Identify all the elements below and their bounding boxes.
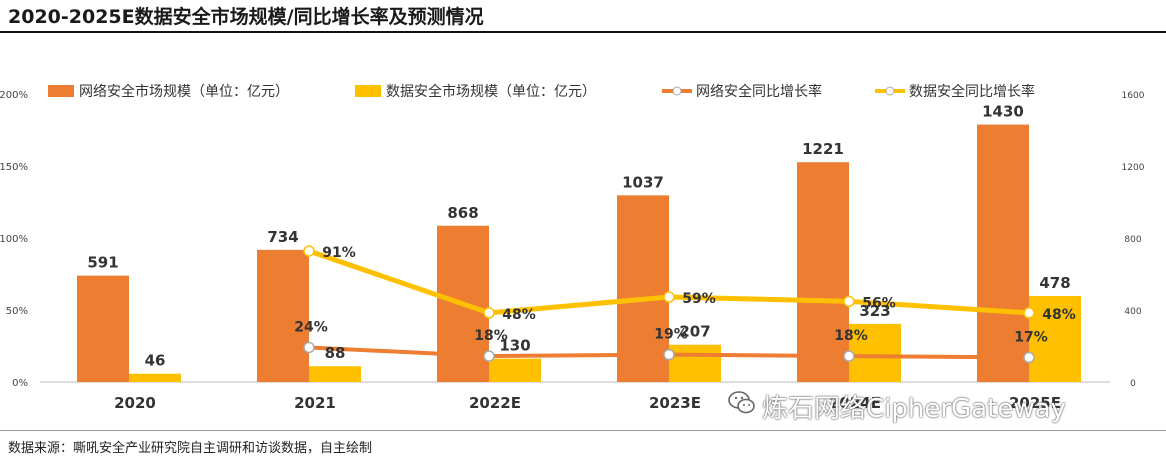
line-point — [1023, 351, 1035, 364]
line-point — [1023, 307, 1035, 319]
bar — [129, 373, 181, 382]
legend-label: 数据安全市场规模（单位：亿元） — [386, 83, 596, 100]
line-point — [483, 350, 495, 362]
bar-value-label: 46 — [145, 352, 166, 370]
line-value-label: 18% — [474, 328, 508, 344]
bar — [1029, 295, 1081, 382]
chart-title: 2020-2025E数据安全市场规模/同比增长率及预测情况 — [8, 6, 484, 28]
line-value-label: 19% — [654, 327, 688, 343]
line-value-label: 17% — [1014, 330, 1048, 346]
left-tick-label: 50% — [6, 306, 28, 317]
chart-canvas: 网络安全市场规模（单位：亿元） 数据安全市场规模（单位：亿元） 网络安全同比增长率 数… — [0, 83, 1145, 412]
bar-value-label: 734 — [267, 228, 298, 246]
legend-label: 网络安全市场规模（单位：亿元） — [79, 83, 289, 100]
line-value-label: 48% — [1042, 307, 1076, 323]
category-label: 2024E — [829, 394, 881, 412]
line-value-label: 59% — [682, 291, 716, 307]
line-point — [303, 341, 315, 354]
category-label: 2022E — [469, 394, 521, 412]
bar-value-label: 1221 — [802, 140, 844, 158]
legend-swatch — [48, 85, 74, 97]
right-tick-label: 1200 — [1122, 163, 1145, 173]
legend: 网络安全市场规模（单位：亿元） 数据安全市场规模（单位：亿元） 网络安全同比增长率 数… — [48, 83, 1035, 100]
line-value-label: 18% — [834, 328, 868, 344]
footer-divider — [0, 430, 1166, 431]
bar — [977, 124, 1029, 382]
bar — [77, 275, 129, 382]
line-value-label: 91% — [322, 245, 356, 261]
right-tick-label: 1600 — [1122, 91, 1145, 101]
right-tick-label: 800 — [1124, 235, 1141, 245]
bar-value-label: 130 — [499, 337, 530, 355]
left-tick-label: 100% — [0, 234, 28, 245]
legend-swatch — [355, 85, 381, 97]
line-value-label: 48% — [502, 307, 536, 323]
right-tick-label: 0 — [1130, 379, 1136, 389]
legend-marker — [672, 86, 682, 96]
legend-label: 网络安全同比增长率 — [696, 83, 822, 100]
line-point — [483, 307, 495, 319]
bar-value-label: 1430 — [982, 103, 1024, 121]
wechat-icon — [728, 391, 755, 414]
bar — [309, 366, 361, 382]
line-point — [843, 295, 855, 308]
bar-value-label: 323 — [859, 302, 890, 320]
bar — [797, 162, 849, 382]
bar-value-label: 591 — [87, 254, 118, 272]
bar-value-label: 207 — [679, 323, 710, 341]
line-point — [663, 291, 675, 303]
bar — [669, 344, 721, 382]
bar — [489, 358, 541, 382]
bars — [77, 124, 1081, 382]
left-tick-label: 200% — [0, 90, 28, 101]
right-tick-label: 400 — [1124, 307, 1141, 317]
data-labels: 591 734 868 1037 1221 1430 46 88 130 207 323 478 24%… — [87, 103, 1075, 370]
left-tick-label: 150% — [0, 162, 28, 173]
bar — [617, 195, 669, 382]
left-tick-label: 0% — [12, 378, 28, 389]
category-label: 2020 — [114, 394, 156, 412]
axes: 0% 50% 100% 150% 200% 0 400 800 1200 1600 2020 2021… — [0, 90, 1145, 412]
line-value-label: 24% — [294, 319, 328, 335]
category-label: 2023E — [649, 394, 701, 412]
bar-value-label: 868 — [447, 204, 478, 222]
legend-marker — [885, 86, 895, 96]
legend-label: 数据安全同比增长率 — [909, 83, 1035, 100]
line-point — [303, 245, 315, 257]
title-divider — [0, 31, 1166, 33]
line-point — [663, 348, 675, 361]
bar-value-label: 1037 — [622, 173, 664, 191]
bar-value-label: 88 — [325, 344, 346, 362]
bar — [257, 249, 309, 382]
line-value-label: 56% — [862, 295, 896, 311]
line-point — [843, 350, 855, 362]
bar-value-label: 478 — [1039, 274, 1070, 292]
category-label: 2025E — [1009, 394, 1061, 412]
bar — [849, 323, 901, 382]
lines — [303, 245, 1035, 364]
data-source: 数据来源：嘶吼安全产业研究院自主调研和访谈数据，自主绘制 — [8, 441, 373, 456]
category-label: 2021 — [294, 394, 336, 412]
watermark: 炼石网络CipherGateway — [762, 394, 1066, 424]
